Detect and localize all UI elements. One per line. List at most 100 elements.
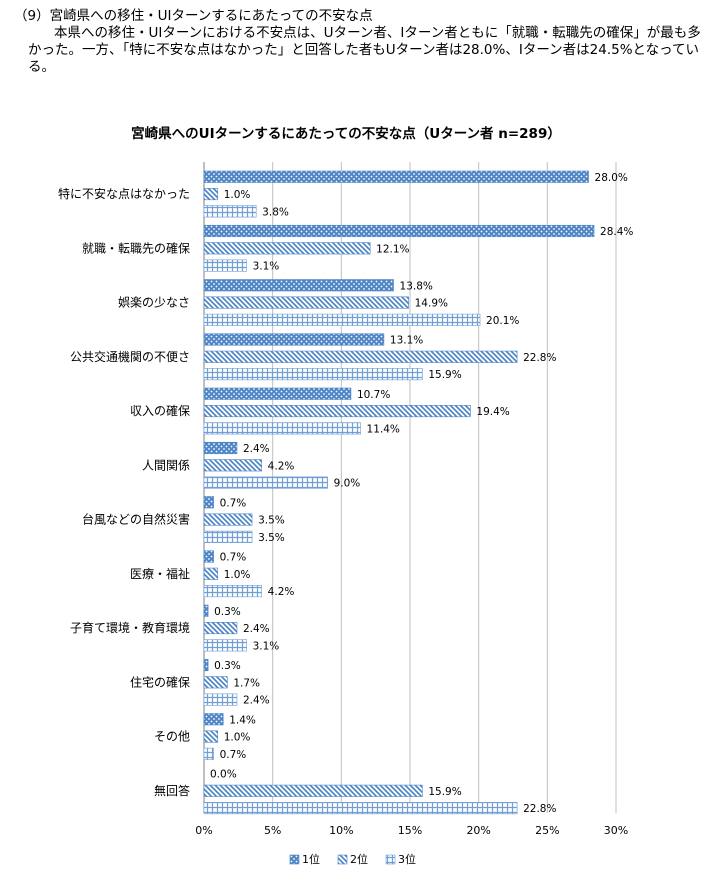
category-label: 収入の確保 — [130, 403, 190, 418]
data-label: 14.9% — [415, 298, 448, 310]
bar-rank2 — [203, 676, 228, 689]
data-label: 15.9% — [428, 369, 461, 381]
data-label: 12.1% — [376, 243, 409, 255]
x-tick-label: 25% — [535, 824, 559, 837]
bar-rank1 — [203, 496, 214, 509]
category-label: 人間関係 — [142, 458, 190, 472]
category-label: その他 — [154, 730, 190, 744]
bar-rank2 — [203, 404, 471, 418]
category-label: 娯楽の少なさ — [118, 296, 190, 310]
bar-rank3 — [203, 530, 253, 543]
legend: 1位 2位 3位 — [289, 852, 416, 866]
bar-rank2 — [203, 513, 253, 526]
section-paragraph: 本県への移住・UIターンにおける不安点は、Uターン者、Iターン者ともに「就職・転… — [28, 25, 701, 75]
bar-rank3 — [203, 368, 423, 381]
bar-rank2 — [203, 621, 238, 635]
bar-chart: 宮崎県へのUIターンするにあたっての不安な点（Uターン者 n=289） 28.0… — [58, 125, 633, 866]
value-labels: 28.0% 1.0% 3.8% 28.4% 12.1% 3.1% 13.8% 14.9% 20.… — [210, 172, 633, 815]
data-label: 0.7% — [220, 497, 247, 509]
x-tick-label: 30% — [604, 824, 628, 837]
data-label: 19.4% — [476, 406, 509, 418]
data-label: 22.8% — [523, 803, 556, 815]
category-label: 無回答 — [154, 783, 190, 798]
bar-rank2 — [203, 242, 371, 255]
bar-rank1 — [203, 550, 214, 563]
bar-rank1 — [203, 604, 209, 617]
data-label: 28.4% — [600, 226, 633, 238]
data-label: 10.7% — [357, 389, 390, 401]
bar-rank1 — [203, 333, 385, 346]
section-title: （9）宮崎県への移住・UIターンするにあたっての不安な点 — [14, 8, 373, 24]
bar-rank3 — [203, 585, 262, 598]
data-label: 13.1% — [390, 335, 423, 347]
data-label: 1.0% — [224, 569, 251, 581]
data-label: 0.0% — [210, 769, 237, 781]
legend-swatch-rank3 — [385, 854, 396, 865]
bar-rank2 — [203, 350, 518, 363]
data-label: 3.8% — [262, 206, 289, 218]
x-tick-label: 20% — [466, 824, 490, 837]
data-label: 3.1% — [253, 640, 280, 652]
bar-rank1 — [203, 224, 595, 238]
data-label: 1.0% — [224, 732, 251, 744]
category-labels: 特に不安な点はなかった就職・転職先の確保娯楽の少なさ公共交通機関の不便さ収入の確… — [58, 186, 190, 798]
x-tick-label: 0% — [195, 824, 212, 837]
legend-swatch-rank1 — [289, 854, 300, 865]
data-label: 28.0% — [595, 172, 628, 184]
category-label: 住宅の確保 — [130, 674, 190, 689]
bar-rank3 — [203, 802, 518, 815]
data-label: 20.1% — [486, 315, 519, 327]
data-label: 3.5% — [258, 532, 285, 544]
bar-rank1 — [203, 658, 209, 672]
data-label: 0.3% — [214, 606, 241, 618]
bar-rank3 — [203, 205, 257, 218]
category-label: 子育て環境・教育環境 — [70, 620, 190, 635]
bar-rank1 — [203, 441, 238, 455]
data-label: 1.0% — [224, 189, 251, 201]
data-label: 2.4% — [243, 623, 270, 635]
bar-rank2 — [203, 784, 423, 797]
chart-title: 宮崎県へのUIターンするにあたっての不安な点（Uターン者 n=289） — [131, 125, 561, 142]
data-label: 22.8% — [523, 352, 556, 364]
data-label: 15.9% — [428, 786, 461, 798]
bar-rank2 — [203, 296, 409, 309]
bar-rank2 — [203, 188, 219, 201]
x-tick-label: 5% — [264, 824, 281, 837]
bar-rank2 — [203, 730, 219, 743]
category-label: 就職・転職先の確保 — [82, 240, 190, 255]
data-label: 1.4% — [229, 714, 256, 726]
bar-rank3 — [203, 313, 481, 326]
bar-rank3 — [203, 422, 361, 435]
bar-rank3 — [203, 747, 214, 760]
bars — [203, 170, 595, 815]
data-label: 13.8% — [400, 280, 433, 292]
bar-rank1 — [203, 279, 394, 292]
x-tick-label: 10% — [329, 824, 353, 837]
bar-rank2 — [203, 459, 262, 472]
data-label: 2.4% — [243, 695, 270, 707]
data-label: 3.5% — [258, 515, 285, 527]
bar-rank3 — [203, 639, 247, 652]
data-label: 4.2% — [268, 586, 295, 598]
data-label: 0.7% — [220, 552, 247, 564]
legend-label: 2位 — [350, 852, 368, 866]
bar-rank3 — [203, 693, 238, 706]
data-label: 4.2% — [268, 460, 295, 472]
bar-rank3 — [203, 259, 247, 272]
category-label: 特に不安な点はなかった — [58, 186, 190, 201]
category-label: 公共交通機関の不便さ — [70, 349, 190, 364]
data-label: 0.7% — [220, 749, 247, 761]
x-tick-label: 15% — [398, 824, 422, 837]
data-label: 0.3% — [214, 660, 241, 672]
legend-label: 1位 — [302, 852, 320, 866]
bar-rank2 — [203, 567, 219, 580]
bar-rank1 — [203, 713, 224, 726]
bar-rank1 — [203, 387, 352, 400]
data-label: 2.4% — [243, 443, 270, 455]
legend-label: 3位 — [398, 852, 416, 866]
data-label: 11.4% — [367, 423, 400, 435]
heading: （9）宮崎県への移住・UIターンするにあたっての不安な点 本県への移住・UIター… — [14, 8, 704, 76]
category-label: 医療・福祉 — [130, 566, 190, 581]
x-tick-labels: 0% 5% 10% 15% 20% 25% 30% — [195, 824, 628, 837]
gridlines — [203, 162, 617, 813]
